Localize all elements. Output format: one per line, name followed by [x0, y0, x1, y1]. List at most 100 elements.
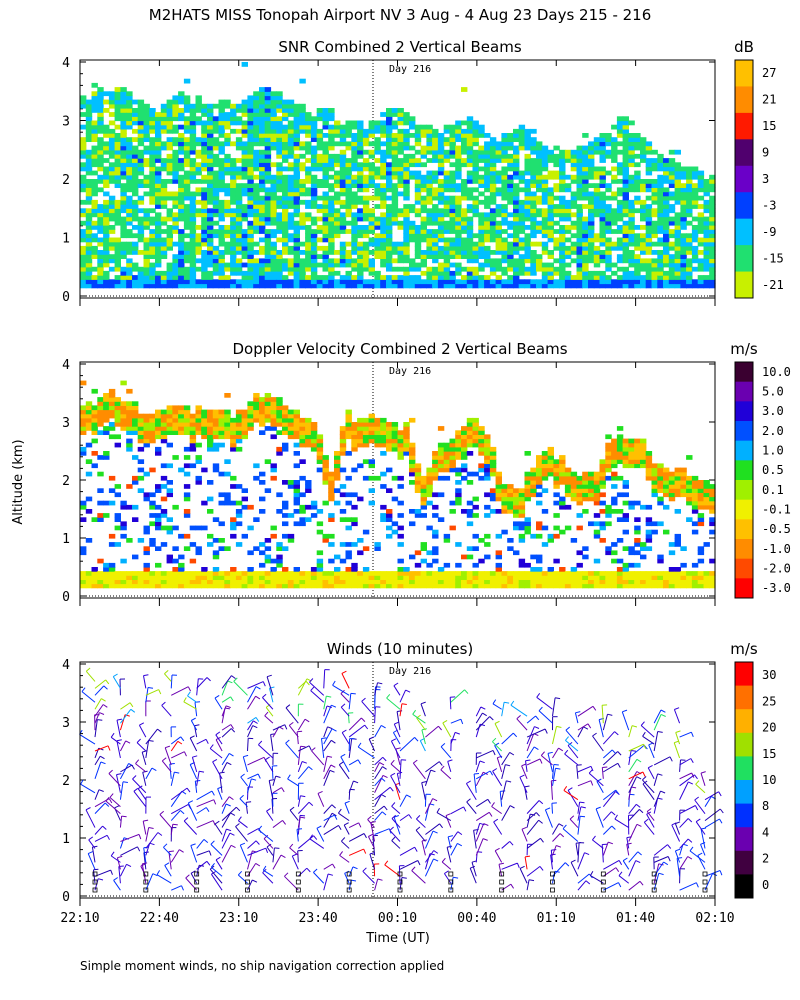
heatmap-cell [426, 492, 433, 498]
heatmap-cell [478, 166, 485, 172]
heatmap-cell [622, 187, 629, 193]
heatmap-cell [143, 492, 150, 498]
heatmap-cell [414, 137, 422, 142]
heatmap-cell [588, 212, 595, 218]
heatmap-cell [386, 137, 393, 142]
heatmap-cell [85, 401, 93, 406]
heatmap-cell [391, 158, 399, 163]
heatmap-cell [201, 434, 208, 440]
heatmap-cell [432, 212, 439, 218]
heatmap-cell [697, 250, 705, 255]
heatmap-cell [270, 99, 277, 105]
heatmap-cell [484, 575, 491, 580]
heatmap-cell [103, 258, 110, 264]
heatmap-cell [91, 170, 98, 176]
heatmap-cell [253, 575, 260, 580]
heatmap-cell [108, 401, 116, 406]
heatmap-cell [235, 409, 243, 415]
heatmap-cell [622, 145, 629, 151]
heatmap-cell [235, 266, 243, 272]
heatmap-cell [293, 212, 300, 218]
heatmap-cell [108, 266, 116, 272]
heatmap-cell [149, 426, 156, 431]
heatmap-cell [507, 137, 514, 142]
heatmap-cell [259, 262, 266, 268]
heatmap-cell [259, 575, 266, 580]
heatmap-cell [484, 262, 491, 268]
heatmap-cell [489, 283, 497, 289]
heatmap-cell [114, 413, 121, 419]
heatmap-cell [305, 245, 312, 251]
heatmap-cell [513, 199, 520, 205]
heatmap-cell [668, 162, 676, 168]
heatmap-cell [103, 275, 110, 280]
heatmap-cell [230, 216, 237, 222]
heatmap-cell [212, 571, 220, 576]
heatmap-cell [391, 174, 399, 180]
heatmap-cell [108, 571, 116, 576]
heatmap-cell [599, 145, 606, 151]
heatmap-cell [374, 220, 381, 226]
heatmap-cell [351, 179, 358, 184]
heatmap-cell [351, 442, 358, 448]
heatmap-cell [293, 283, 300, 289]
heatmap-cell [91, 183, 98, 188]
heatmap-cell [132, 233, 139, 239]
heatmap-cell [576, 254, 583, 259]
heatmap-cell [282, 245, 289, 251]
heatmap-cell [437, 275, 445, 280]
heatmap-cell [663, 254, 670, 259]
heatmap-cell [310, 137, 318, 142]
heatmap-cell [97, 488, 104, 493]
heatmap-cell [299, 417, 306, 423]
heatmap-cell [97, 153, 104, 159]
heatmap-cell [264, 583, 272, 589]
heatmap-cell [657, 262, 664, 268]
heatmap-cell [368, 279, 375, 285]
heatmap-cell [449, 463, 456, 469]
heatmap-cell [91, 137, 98, 142]
heatmap-cell [368, 430, 375, 435]
heatmap-cell [674, 241, 681, 247]
heatmap-cell [513, 170, 520, 176]
heatmap-cell [478, 579, 485, 585]
heatmap-cell [634, 208, 641, 214]
heatmap-cell [259, 187, 266, 193]
heatmap-cell [437, 517, 445, 522]
heatmap-cell [155, 170, 162, 176]
heatmap-cell [495, 212, 502, 218]
heatmap-cell [322, 208, 329, 214]
heatmap-cell [322, 220, 329, 226]
heatmap-cell [409, 417, 416, 423]
heatmap-cell [172, 116, 179, 122]
heatmap-cell [351, 158, 358, 163]
heatmap-cell [362, 475, 370, 481]
heatmap-cell [189, 262, 197, 268]
heatmap-cell [709, 183, 716, 188]
heatmap-cell [657, 229, 664, 234]
heatmap-cell [212, 442, 220, 448]
heatmap-cell [91, 422, 98, 427]
heatmap-cell [357, 141, 364, 147]
heatmap-cell [305, 128, 312, 134]
heatmap-cell [316, 112, 324, 117]
heatmap-cell [207, 145, 214, 151]
heatmap-cell [437, 170, 445, 176]
heatmap-cell [126, 166, 133, 172]
heatmap-cell [178, 283, 185, 289]
y-tick-label: 2 [62, 173, 70, 188]
heatmap-cell [426, 183, 433, 188]
heatmap-cell [645, 141, 653, 147]
heatmap-cell [149, 283, 156, 289]
heatmap-cell [264, 538, 272, 543]
heatmap-cell [264, 212, 272, 218]
heatmap-cell [645, 241, 653, 247]
heatmap-cell [703, 199, 710, 205]
heatmap-cell [634, 275, 641, 280]
heatmap-cell [276, 571, 283, 576]
heatmap-cell [478, 241, 485, 247]
heatmap-cell [178, 179, 185, 184]
heatmap-cell [132, 279, 139, 285]
heatmap-cell [553, 279, 560, 285]
heatmap-cell [114, 254, 121, 259]
